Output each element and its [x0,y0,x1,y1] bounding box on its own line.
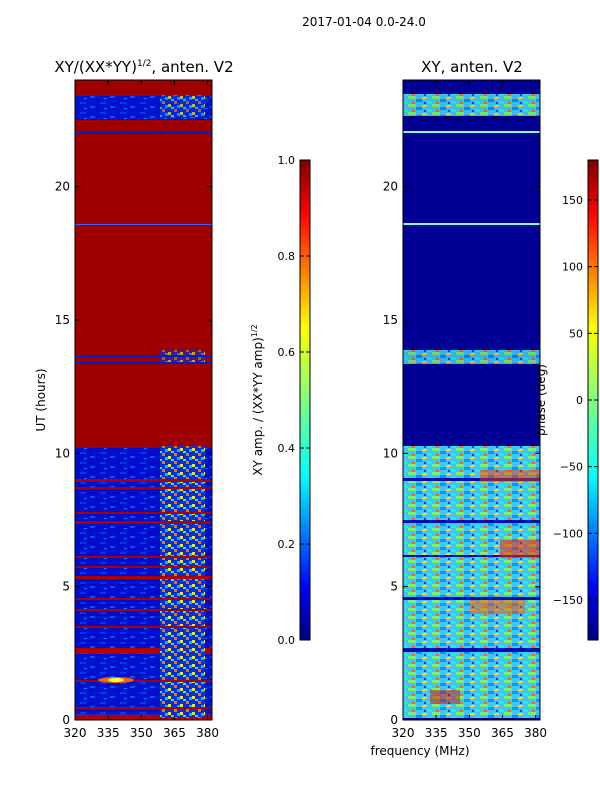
left-y-tick-label: 5 [62,580,70,594]
left-colorbar-tick-label: 0.0 [278,634,296,647]
right-colorbar: −150 −100 −50 0 50 100 150 phase (deg) [534,159,599,641]
right-x-tick-label: 335 [425,726,448,740]
left-overlay [75,95,212,718]
left-x-tick-label: 365 [163,726,186,740]
left-heatmap-band [75,648,212,654]
left-colorbar-label: XY amp. / (XX*YY amp)1/2 [250,324,265,475]
left-heatmap-band [75,714,212,720]
left-y-tick-label: 15 [55,313,70,327]
right-colorbar-tick-label: 50 [569,327,583,340]
left-heatmap-band [75,120,212,448]
left-y-tick-label: 10 [55,446,70,460]
left-y-tick-label: 20 [55,180,70,194]
left-colorbar-tick-label: 0.2 [278,538,296,551]
right-overlay [403,94,540,718]
right-y-tick-label: 5 [390,580,398,594]
right-y-ticks: 0 5 10 15 20 [383,180,540,727]
right-y-tick-label: 10 [383,446,398,460]
right-y-tick-label: 15 [383,313,398,327]
left-y-ticks: 0 5 10 15 20 [55,180,212,727]
right-heatmap-band [403,80,540,96]
right-y-tick-label: 20 [383,180,398,194]
right-plot-frame [402,79,541,721]
right-colorbar-tick-label: −50 [560,461,583,474]
right-x-axis-label: frequency (MHz) [370,744,469,758]
right-colorbar-tick-label: 150 [562,194,583,207]
right-colorbar-tick-label: 0 [576,394,583,407]
right-x-tick-label: 350 [458,726,481,740]
left-x-ticks: 320 335 350 365 380 [64,80,219,740]
left-x-tick-label: 335 [97,726,120,740]
right-x-ticks: 320 335 350 365 380 [392,80,547,740]
right-panel: XY, anten. V2 320 335 350 365 380 0 5 10 15 20 f… [370,58,547,758]
right-colorbar-ticks: −150 −100 −50 0 50 100 150 [553,194,598,607]
right-colorbar-tick-label: −150 [553,594,583,607]
left-colorbar-gradient [299,159,311,641]
left-panel: XY/(XX*YY)1/2, anten. V2 [34,58,234,740]
left-y-axis-label: UT (hours) [34,368,48,431]
left-colorbar-tick-label: 0.6 [278,346,296,359]
left-colorbar-ticks: 0.0 0.2 0.4 0.6 0.8 1.0 [278,154,310,647]
left-colorbar-tick-label: 0.4 [278,442,296,455]
left-colorbar: 0.0 0.2 0.4 0.6 0.8 1.0 XY amp. / (XX*YY amp)… [250,154,311,647]
left-colorbar-tick-label: 0.8 [278,250,296,263]
left-x-tick-label: 320 [64,726,87,740]
figure-suptitle: 2017-01-04 0.0-24.0 [302,15,426,29]
left-x-tick-label: 350 [130,726,153,740]
right-colorbar-tick-label: 100 [562,261,583,274]
right-heatmap-band [403,120,540,448]
right-x-tick-label: 365 [491,726,514,740]
right-x-tick-label: 380 [524,726,547,740]
right-x-tick-label: 320 [392,726,415,740]
left-colorbar-tick-label: 1.0 [278,154,296,167]
right-y-tick-label: 0 [390,713,398,727]
left-plot-frame [74,79,213,721]
right-title: XY, anten. V2 [421,58,523,76]
right-colorbar-label: phase (deg) [534,364,548,436]
left-y-tick-label: 0 [62,713,70,727]
left-title: XY/(XX*YY)1/2, anten. V2 [54,58,233,76]
left-heatmap-band [75,80,212,96]
left-x-tick-label: 380 [196,726,219,740]
right-colorbar-tick-label: −100 [553,527,583,540]
